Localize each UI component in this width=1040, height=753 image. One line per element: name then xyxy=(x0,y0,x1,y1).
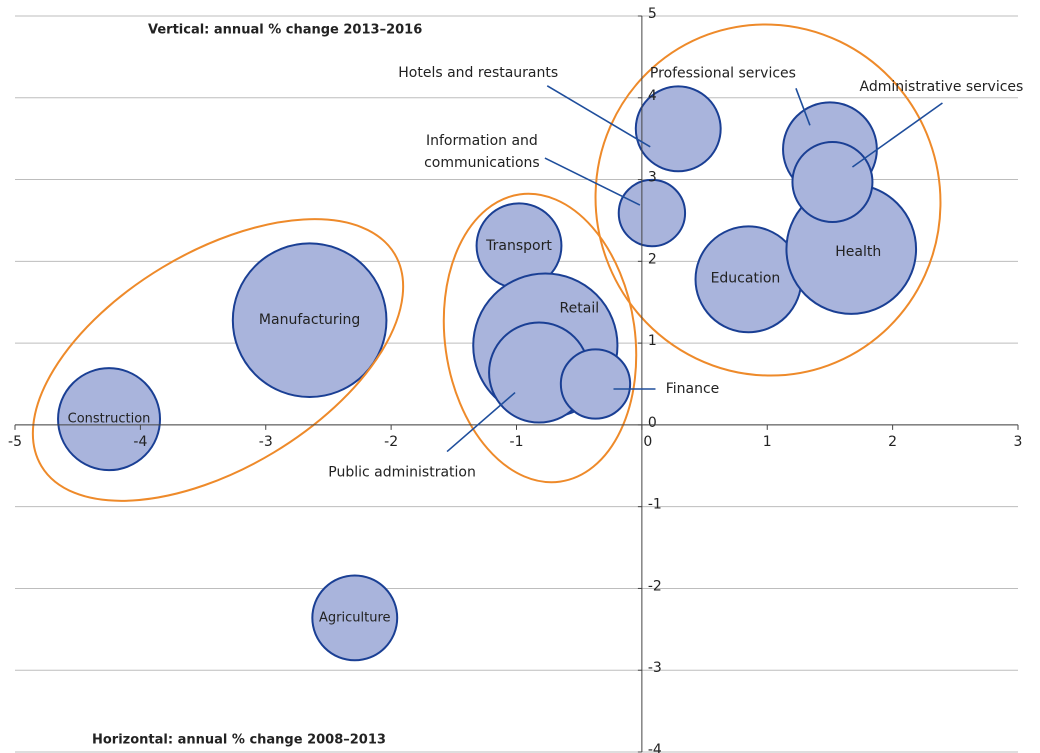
bubble xyxy=(634,85,722,173)
point-label: Agriculture xyxy=(319,610,391,625)
leader-line xyxy=(795,88,811,126)
bubble xyxy=(311,574,399,662)
point-label: Finance xyxy=(666,381,720,397)
y-tick-label: -2 xyxy=(648,578,662,594)
leader-line xyxy=(446,391,516,453)
point-label: Retail xyxy=(560,301,600,317)
bubble xyxy=(231,242,388,399)
y-axis-title: Vertical: annual % change 2013–2016 xyxy=(148,23,422,38)
point-label: Administrative services xyxy=(860,79,1024,95)
bubbles xyxy=(57,85,918,662)
point-label: Professional services xyxy=(650,65,796,81)
point-label: Hotels and restaurants xyxy=(398,65,558,81)
point-label: Health xyxy=(835,244,881,260)
point-label: Education xyxy=(711,270,781,286)
x-tick-label: -4 xyxy=(133,434,147,450)
point-label: Information and communications xyxy=(424,133,540,172)
y-tick-label: 2 xyxy=(648,251,657,267)
y-tick-label: 0 xyxy=(648,415,657,431)
point-label: Manufacturing xyxy=(259,312,360,328)
x-tick-label: -1 xyxy=(510,434,524,450)
y-tick-label: 1 xyxy=(648,333,657,349)
y-tick-label: -4 xyxy=(648,742,662,753)
x-tick-label: 2 xyxy=(888,434,897,450)
y-tick-label: -3 xyxy=(648,660,662,676)
bubble xyxy=(617,178,687,248)
point-label: Construction xyxy=(68,412,151,427)
leader-line xyxy=(851,102,943,168)
bubble xyxy=(559,348,632,420)
axes: -4 -3 -2 -1 0 1 2 3 4 5 -5 -4 -3 -2 -1 0 1 2 3 xyxy=(8,6,1022,753)
x-tick-label: -5 xyxy=(8,434,22,450)
point-label-box: Information and communications xyxy=(424,133,540,172)
x-tick-label: 1 xyxy=(763,434,772,450)
group-outline xyxy=(31,218,405,502)
group-outline xyxy=(594,23,942,377)
x-tick-label: -3 xyxy=(259,434,273,450)
group-outlines xyxy=(31,23,942,502)
x-tick-label: -2 xyxy=(384,434,398,450)
leader-line xyxy=(546,85,651,148)
y-tick-label: 3 xyxy=(648,170,657,186)
y-tick-label: 4 xyxy=(648,88,657,104)
y-tick-label: -1 xyxy=(648,497,662,513)
x-tick-label: 0 xyxy=(643,434,652,450)
labels: Construction Manufacturing Agriculture Tran… xyxy=(68,65,1024,626)
group-outline xyxy=(442,192,638,484)
x-tick-label: 3 xyxy=(1014,434,1023,450)
x-axis-title: Horizontal: annual % change 2008–2013 xyxy=(92,733,386,748)
bubble xyxy=(57,367,162,472)
point-label: Public administration xyxy=(328,465,476,481)
leader-line xyxy=(544,157,641,206)
bubble xyxy=(791,141,874,224)
point-label: Transport xyxy=(485,238,552,254)
y-tick-label: 5 xyxy=(648,6,657,22)
